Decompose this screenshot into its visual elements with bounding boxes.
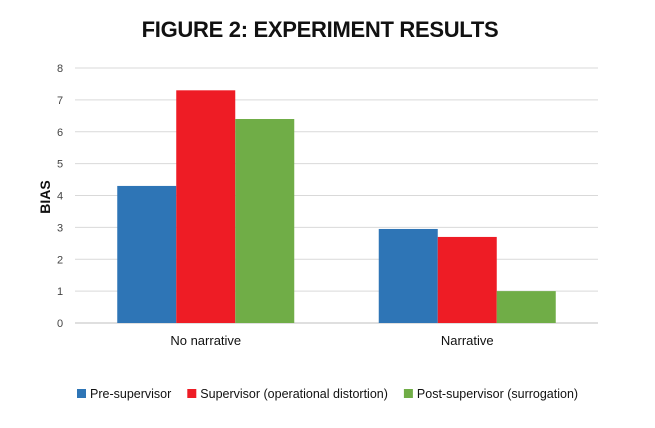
legend: Pre-supervisor Supervisor (operational di… <box>77 387 578 401</box>
bar <box>496 291 556 323</box>
legend-label: Pre-supervisor <box>90 387 171 401</box>
bar <box>437 236 497 323</box>
x-category-label: Narrative <box>441 333 494 348</box>
legend-label: Post-supervisor (surrogation) <box>417 387 578 401</box>
y-tick-label: 8 <box>57 63 63 75</box>
y-axis-title: BIAS <box>37 180 53 213</box>
y-tick-label: 4 <box>57 191 63 203</box>
bars <box>117 90 556 323</box>
x-axis-categories: No narrative Narrative <box>170 333 493 348</box>
y-tick-label: 5 <box>57 159 63 171</box>
y-axis-ticks: 0 1 2 3 4 5 6 7 8 <box>57 63 63 330</box>
legend-swatch <box>187 389 197 398</box>
y-tick-label: 2 <box>57 254 63 266</box>
chart-title: FIGURE 2: EXPERIMENT RESULTS <box>142 17 499 42</box>
legend-swatch <box>77 389 86 398</box>
legend-item: Supervisor (operational distortion) <box>187 387 388 401</box>
bar <box>235 119 295 323</box>
legend-item: Pre-supervisor <box>77 387 171 401</box>
x-category-label: No narrative <box>170 333 241 348</box>
y-tick-label: 6 <box>57 127 63 139</box>
y-tick-label: 0 <box>57 318 63 330</box>
y-tick-label: 3 <box>57 222 63 234</box>
bar <box>378 228 438 323</box>
legend-label: Supervisor (operational distortion) <box>200 387 388 401</box>
bar <box>117 185 177 323</box>
legend-item: Post-supervisor (surrogation) <box>403 387 578 401</box>
bar <box>176 90 236 323</box>
legend-swatch <box>403 389 413 398</box>
y-tick-label: 7 <box>57 95 63 107</box>
y-tick-label: 1 <box>57 286 63 298</box>
